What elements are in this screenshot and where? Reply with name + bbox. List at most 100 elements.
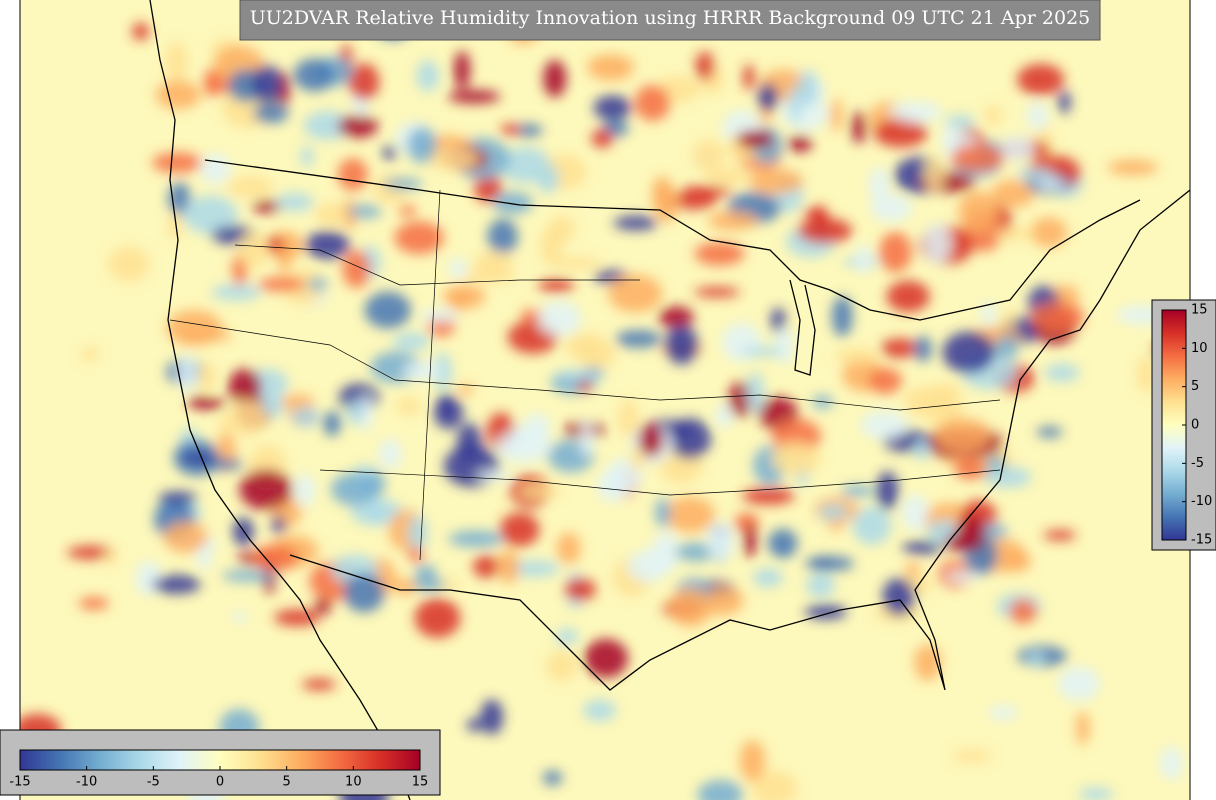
innovation-blob — [1030, 217, 1068, 248]
innovation-blob — [456, 423, 482, 461]
innovation-blob — [804, 556, 855, 572]
innovation-blob — [615, 330, 662, 348]
innovation-blob — [200, 153, 231, 185]
innovation-blob — [565, 577, 596, 602]
innovation-blob — [852, 506, 892, 545]
innovation-blob — [360, 394, 374, 432]
innovation-blob — [165, 42, 188, 83]
innovation-blob — [252, 64, 282, 104]
innovation-blob — [935, 418, 991, 454]
innovation-blob — [995, 335, 1019, 360]
innovation-blob — [627, 550, 669, 583]
innovation-blob — [835, 348, 880, 364]
innovation-blob — [537, 301, 582, 336]
innovation-blob — [152, 575, 201, 594]
innovation-blob — [886, 280, 930, 313]
innovation-blob — [697, 780, 744, 800]
innovation-blob — [514, 123, 543, 137]
innovation-blob — [1003, 550, 1032, 572]
innovation-blob — [715, 404, 733, 428]
innovation-blob — [556, 532, 581, 565]
innovation-blob — [1017, 167, 1053, 182]
innovation-blob — [402, 362, 443, 381]
innovation-blob — [774, 327, 794, 364]
title: UU2DVAR Relative Humidity Innovation usi… — [250, 7, 1091, 29]
innovation-blob — [308, 277, 328, 291]
innovation-blob — [860, 410, 909, 440]
innovation-blob — [433, 397, 464, 430]
innovation-blob — [414, 598, 461, 638]
innovation-blob — [158, 491, 198, 505]
innovation-blob — [751, 770, 798, 800]
innovation-blob — [275, 192, 314, 212]
innovation-blob — [257, 277, 307, 292]
innovation-blob — [472, 555, 500, 578]
innovation-blob — [695, 51, 715, 81]
innovation-blob — [204, 68, 218, 98]
innovation-blob — [152, 152, 203, 173]
innovation-blob — [239, 469, 293, 510]
innovation-blob — [78, 597, 109, 610]
innovation-blob — [880, 338, 919, 358]
innovation-blob — [163, 520, 208, 553]
innovation-blob — [176, 329, 232, 342]
colorbar-tick-label: 15 — [1191, 303, 1208, 318]
innovation-blob — [958, 191, 999, 233]
innovation-blob — [1030, 302, 1085, 332]
innovation-blob — [798, 70, 819, 107]
innovation-blob — [271, 516, 286, 534]
innovation-blob — [770, 441, 821, 476]
innovation-blob — [954, 458, 988, 480]
innovation-blob — [536, 163, 559, 194]
innovation-blob — [914, 335, 932, 362]
innovation-blob — [232, 611, 248, 623]
innovation-blob — [66, 545, 115, 560]
innovation-blob — [305, 230, 350, 260]
innovation-blob — [981, 301, 996, 327]
innovation-blob — [869, 166, 889, 204]
innovation-blob — [323, 410, 342, 437]
innovation-blob — [634, 84, 671, 122]
innovation-blob — [190, 398, 227, 410]
innovation-blob — [474, 172, 502, 203]
colorbar-tick-label: 0 — [1191, 418, 1199, 433]
innovation-blob — [992, 227, 1036, 240]
innovation-blob — [266, 236, 284, 253]
innovation-blob — [841, 485, 874, 497]
colorbar-tick-label: 5 — [1191, 379, 1199, 394]
innovation-blob — [394, 221, 444, 255]
innovation-blob — [211, 284, 262, 301]
innovation-blob — [548, 257, 603, 269]
innovation-blob — [346, 400, 363, 426]
innovation-blob — [739, 740, 766, 782]
innovation-blob — [182, 195, 238, 235]
innovation-blob — [197, 361, 216, 392]
innovation-blob — [587, 54, 634, 81]
innovation-blob — [315, 202, 347, 226]
innovation-blob — [758, 83, 779, 112]
innovation-blob — [368, 496, 383, 526]
innovation-blob — [999, 136, 1035, 161]
innovation-blob — [392, 332, 431, 351]
innovation-blob — [555, 628, 579, 645]
innovation-blob — [956, 515, 986, 552]
innovation-blob — [945, 570, 979, 583]
innovation-blob — [983, 466, 1032, 488]
innovation-blob — [500, 124, 522, 135]
innovation-blob — [705, 167, 753, 184]
innovation-blob — [681, 185, 733, 197]
innovation-blob — [549, 215, 575, 243]
innovation-blob — [942, 331, 996, 374]
innovation-blob — [583, 638, 628, 678]
innovation-blob — [181, 452, 216, 464]
innovation-blob — [1058, 90, 1071, 114]
innovation-blob — [314, 597, 332, 615]
innovation-blob — [952, 749, 992, 763]
innovation-blob — [447, 89, 501, 104]
innovation-blob — [1107, 159, 1158, 176]
colorbar-tick-label: -5 — [147, 775, 160, 790]
innovation-blob — [293, 58, 336, 92]
colorbar-tick-label: -15 — [9, 775, 30, 790]
boundaries — [149, 0, 1190, 800]
innovation-blob — [927, 383, 962, 407]
